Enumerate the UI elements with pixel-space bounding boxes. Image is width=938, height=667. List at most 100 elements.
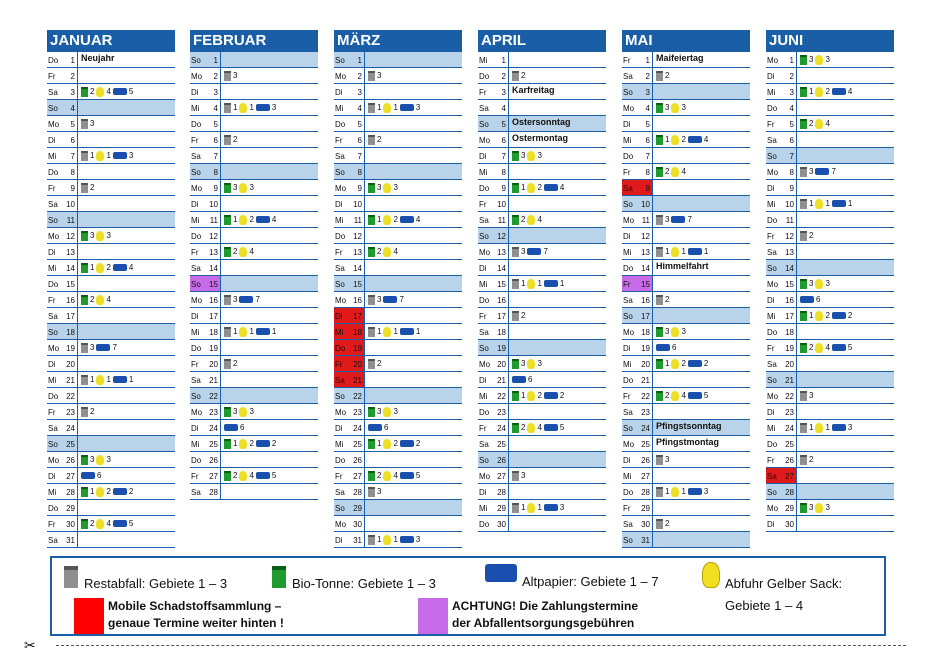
day-number: 20 bbox=[66, 360, 75, 369]
weekday: Fr bbox=[335, 360, 343, 369]
day-row: Do 12 bbox=[190, 228, 318, 244]
pickup-list: 2 bbox=[800, 228, 813, 243]
day-label: Fr 6 bbox=[334, 132, 365, 147]
pickup-area: 1 bbox=[377, 535, 382, 544]
pickup-area: 3 bbox=[377, 407, 382, 416]
green-bin-icon bbox=[81, 486, 88, 497]
pickup-area: 3 bbox=[847, 423, 853, 432]
day-row: Sa 20 bbox=[766, 356, 894, 372]
green-bin-icon bbox=[656, 390, 663, 401]
day-label: Do 8 bbox=[47, 164, 78, 179]
day-row: Fr 26 2 bbox=[766, 452, 894, 468]
yellow-sack-icon bbox=[383, 406, 392, 417]
grey-bin-icon bbox=[224, 326, 231, 337]
pickup-area: 1 bbox=[233, 327, 238, 336]
day-row: So 22 bbox=[334, 388, 462, 404]
pickup-area: 2 bbox=[537, 183, 542, 192]
day-number: 15 bbox=[353, 280, 362, 289]
day-row: Do 8 bbox=[47, 164, 175, 180]
pickup-area: 7 bbox=[255, 295, 260, 304]
weekday: Fr bbox=[479, 88, 487, 97]
pickup-area: 1 bbox=[847, 199, 853, 208]
day-row: Mo 26 3 3 bbox=[47, 452, 175, 468]
day-label: Sa 20 bbox=[766, 356, 797, 371]
weekday: Di bbox=[479, 264, 487, 273]
day-row: Do 14 Himmelfahrt bbox=[622, 260, 750, 276]
weekday: Do bbox=[479, 72, 490, 81]
weekday: Fr bbox=[623, 56, 631, 65]
day-row: So 15 bbox=[190, 276, 318, 292]
day-row: Do 21 bbox=[622, 372, 750, 388]
day-row: Di 10 bbox=[334, 196, 462, 212]
pickup-list: 6 bbox=[800, 292, 820, 307]
pickup-area: 2 bbox=[521, 71, 526, 80]
weekday: Do bbox=[623, 488, 634, 497]
weekday: Di bbox=[48, 472, 56, 481]
weekday: Di bbox=[335, 312, 343, 321]
month-header: MAI bbox=[622, 30, 750, 52]
day-label: Fr 19 bbox=[766, 340, 797, 355]
day-row: Mo 1 3 3 bbox=[766, 52, 894, 68]
day-number: 19 bbox=[66, 344, 75, 353]
pickup-area: 3 bbox=[377, 487, 382, 496]
day-label: Mo 19 bbox=[47, 340, 78, 355]
pickup-area: 1 bbox=[521, 183, 526, 192]
green-bin-icon bbox=[656, 134, 663, 145]
day-number: 7 bbox=[789, 152, 794, 161]
day-number: 10 bbox=[209, 200, 218, 209]
day-row: So 12 bbox=[478, 228, 606, 244]
day-label: Fr 22 bbox=[622, 388, 653, 403]
day-label: Sa 17 bbox=[47, 308, 78, 323]
day-number: 16 bbox=[66, 296, 75, 305]
pickup-area: 1 bbox=[249, 103, 254, 112]
day-row: Sa 6 bbox=[766, 132, 894, 148]
day-label: Di 5 bbox=[622, 116, 653, 131]
day-row: Fr 22 2 4 5 bbox=[622, 388, 750, 404]
day-label: Mo 5 bbox=[47, 116, 78, 131]
weekday: Do bbox=[48, 504, 59, 513]
day-row: So 25 bbox=[47, 436, 175, 452]
yellow-sack-icon bbox=[239, 246, 248, 257]
day-row: Mi 28 1 2 2 bbox=[47, 484, 175, 500]
day-label: So 15 bbox=[190, 276, 221, 291]
day-row: Fr 27 2 4 5 bbox=[190, 468, 318, 484]
day-label: Di 12 bbox=[622, 228, 653, 243]
day-label: Di 27 bbox=[47, 468, 78, 483]
pickup-list: 1 1 3 bbox=[800, 420, 852, 435]
pickup-area: 2 bbox=[809, 343, 814, 352]
pickup-area: 1 bbox=[809, 311, 814, 320]
pickup-area: 2 bbox=[90, 183, 95, 192]
pickup-area: 1 bbox=[233, 103, 238, 112]
weekday: Mi bbox=[623, 360, 632, 369]
pickup-area: 2 bbox=[665, 71, 670, 80]
day-row: Sa 10 bbox=[47, 196, 175, 212]
day-label: Do 22 bbox=[47, 388, 78, 403]
pickup-area: 3 bbox=[249, 183, 254, 192]
weekday: So bbox=[48, 104, 58, 113]
day-label: Di 20 bbox=[47, 356, 78, 371]
pickup-area: 4 bbox=[271, 215, 277, 224]
day-number: 9 bbox=[213, 184, 218, 193]
day-row: Di 28 bbox=[478, 484, 606, 500]
day-number: 26 bbox=[641, 456, 650, 465]
day-number: 7 bbox=[645, 152, 650, 161]
weekday: Sa bbox=[767, 248, 777, 257]
day-label: So 24 bbox=[622, 420, 653, 435]
day-number: 26 bbox=[785, 456, 794, 465]
pickup-area: 2 bbox=[233, 135, 238, 144]
day-number: 19 bbox=[785, 344, 794, 353]
day-row: Mo 2 3 bbox=[190, 68, 318, 84]
blue-paper-icon bbox=[399, 104, 414, 111]
day-label: Di 17 bbox=[190, 308, 221, 323]
green-bin-icon bbox=[800, 310, 807, 321]
day-label: Sa 21 bbox=[334, 372, 365, 387]
day-label: Sa 11 bbox=[478, 212, 509, 227]
weekday: Mi bbox=[767, 424, 776, 433]
day-number: 14 bbox=[66, 264, 75, 273]
day-number: 20 bbox=[641, 360, 650, 369]
weekday: So bbox=[335, 392, 345, 401]
